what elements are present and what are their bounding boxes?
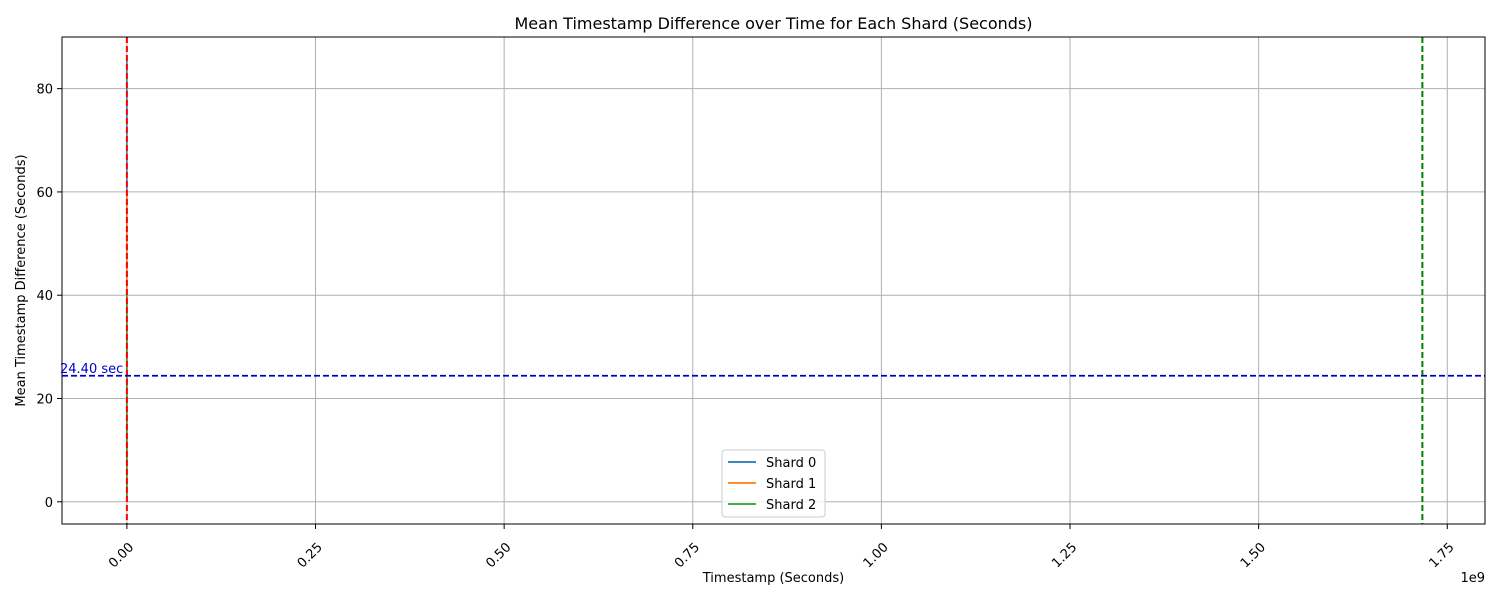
y-tick-label: 80 (36, 83, 53, 98)
mean-annotation: 24.40 sec (60, 362, 123, 377)
reference-lines (62, 37, 1485, 524)
legend-label: Shard 1 (766, 477, 816, 492)
x-tick-label: 1.75 (1426, 540, 1457, 571)
legend-label: Shard 2 (766, 498, 816, 513)
legend-label: Shard 0 (766, 456, 816, 471)
x-axis-label: Timestamp (Seconds) (702, 571, 844, 586)
annotations: 24.40 sec (60, 362, 123, 377)
x-tick-label: 0.75 (672, 540, 703, 571)
x-tick-label: 1.50 (1238, 540, 1269, 571)
y-tick-label: 40 (36, 289, 53, 304)
chart-title: Mean Timestamp Difference over Time for … (514, 14, 1032, 33)
ticks: 0.00 0.25 0.50 0.75 1.00 1.25 1.50 1.75 0 20 40 60 8… (36, 83, 1457, 572)
x-axis-scale-label: 1e9 (1460, 571, 1485, 586)
y-tick-label: 20 (36, 393, 53, 408)
y-tick-label: 60 (36, 186, 53, 201)
y-tick-label: 0 (45, 496, 53, 511)
x-tick-label: 0.25 (295, 540, 326, 571)
x-tick-label: 0.00 (106, 540, 137, 571)
x-tick-label: 1.00 (861, 540, 892, 571)
legend-box (721, 449, 826, 518)
x-tick-label: 1.25 (1049, 540, 1080, 571)
x-tick-label: 0.50 (483, 540, 514, 571)
legend: Shard 0 Shard 1 Shard 2 (721, 449, 826, 518)
y-axis-label: Mean Timestamp Difference (Seconds) (14, 154, 29, 406)
plot-frame (61, 36, 1486, 525)
